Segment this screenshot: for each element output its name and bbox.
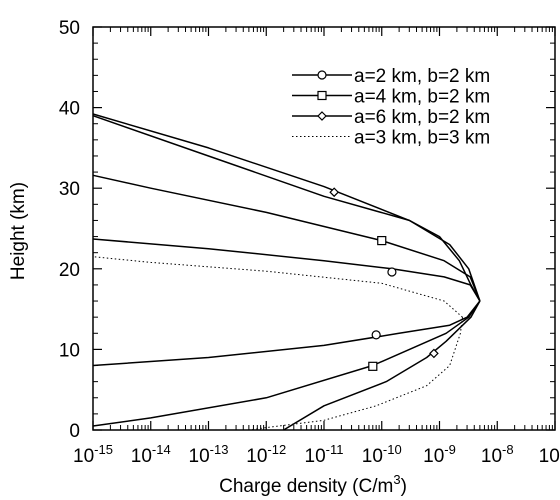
x-axis-title-main: Charge density (C/m (219, 476, 393, 497)
x-tick-base: 10 (423, 446, 444, 467)
x-axis-title: Charge density (C/m3) (219, 472, 407, 497)
x-axis-title-suffix: ) (401, 476, 407, 497)
x-tick-label: 10-8 (481, 442, 514, 467)
x-tick-base: 10 (481, 446, 502, 467)
x-tick-exponent: -8 (502, 442, 514, 457)
tick-label-layer: 10-15 10-14 10-13 10-12 10-11 10-10 10-9 10-8 10… (59, 18, 560, 467)
series-1 (92, 238, 481, 367)
y-tick-label: 50 (59, 18, 80, 39)
legend-item: a=3 km, b=3 km (292, 128, 490, 149)
y-axis-title: Height (km) (8, 182, 29, 280)
series-marker (377, 235, 387, 246)
legend-label: a=4 km, b=2 km (354, 87, 490, 108)
x-tick-label: 10-9 (423, 442, 456, 467)
y-tick-label: 40 (59, 99, 80, 120)
legend: a=2 km, b=2 kma=4 km, b=2 kma=6 km, b=2 … (292, 66, 490, 149)
series-line (92, 174, 481, 427)
x-tick-base: 10 (305, 446, 326, 467)
x-tick-base: 10 (362, 446, 383, 467)
x-tick-exponent: -9 (444, 442, 456, 457)
x-tick-exponent: -10 (383, 442, 402, 457)
series-4 (92, 114, 481, 302)
x-tick-exponent: -12 (267, 442, 286, 457)
x-tick-base: 10 (539, 446, 560, 467)
y-tick-label: 0 (69, 421, 80, 442)
x-axis-title-sup: 3 (393, 472, 400, 487)
series-line (92, 113, 481, 431)
x-tick-exponent: -11 (326, 442, 344, 457)
x-tick-label: 10-14 (131, 442, 171, 467)
series-line (92, 256, 463, 431)
legend-marker (317, 111, 327, 121)
legend-item: a=6 km, b=2 km (292, 107, 490, 128)
series-marker (329, 187, 340, 198)
series-2 (92, 174, 481, 427)
y-tick-label: 20 (59, 260, 80, 281)
legend-marker (317, 90, 327, 101)
x-tick-exponent: -15 (94, 442, 113, 457)
x-tick-label: 10-12 (246, 442, 286, 467)
x-tick-base: 10 (189, 446, 210, 467)
series-marker (387, 267, 397, 277)
x-tick-label: 10-15 (73, 442, 113, 467)
y-tick-label: 30 (59, 179, 80, 200)
series-layer (92, 113, 481, 431)
series-line (92, 114, 481, 302)
x-tick-label: 10-13 (189, 442, 229, 467)
x-tick-base: 10 (131, 446, 152, 467)
legend-label: a=2 km, b=2 km (354, 66, 490, 87)
x-tick-base: 10 (73, 446, 94, 467)
x-tick-exponent: -14 (152, 442, 171, 457)
y-tick-label: 10 (59, 340, 80, 361)
legend-item: a=2 km, b=2 km (292, 66, 490, 87)
series-marker (368, 361, 378, 371)
x-tick-exponent: -13 (210, 442, 229, 457)
legend-item: a=4 km, b=2 km (292, 87, 490, 108)
series-line (92, 238, 481, 367)
legend-label: a=3 km, b=3 km (354, 128, 490, 149)
x-tick-label: 10-10 (362, 442, 402, 467)
series-3 (92, 113, 481, 431)
legend-marker (317, 70, 327, 80)
series-marker (371, 330, 381, 340)
x-tick-label: 10-11 (305, 442, 344, 467)
tick-layer (92, 26, 556, 431)
x-tick-base: 10 (246, 446, 267, 467)
series-5 (92, 256, 463, 431)
legend-label: a=6 km, b=2 km (354, 107, 490, 128)
x-tick-label: 10-7 (539, 442, 560, 467)
series-marker (429, 348, 439, 359)
